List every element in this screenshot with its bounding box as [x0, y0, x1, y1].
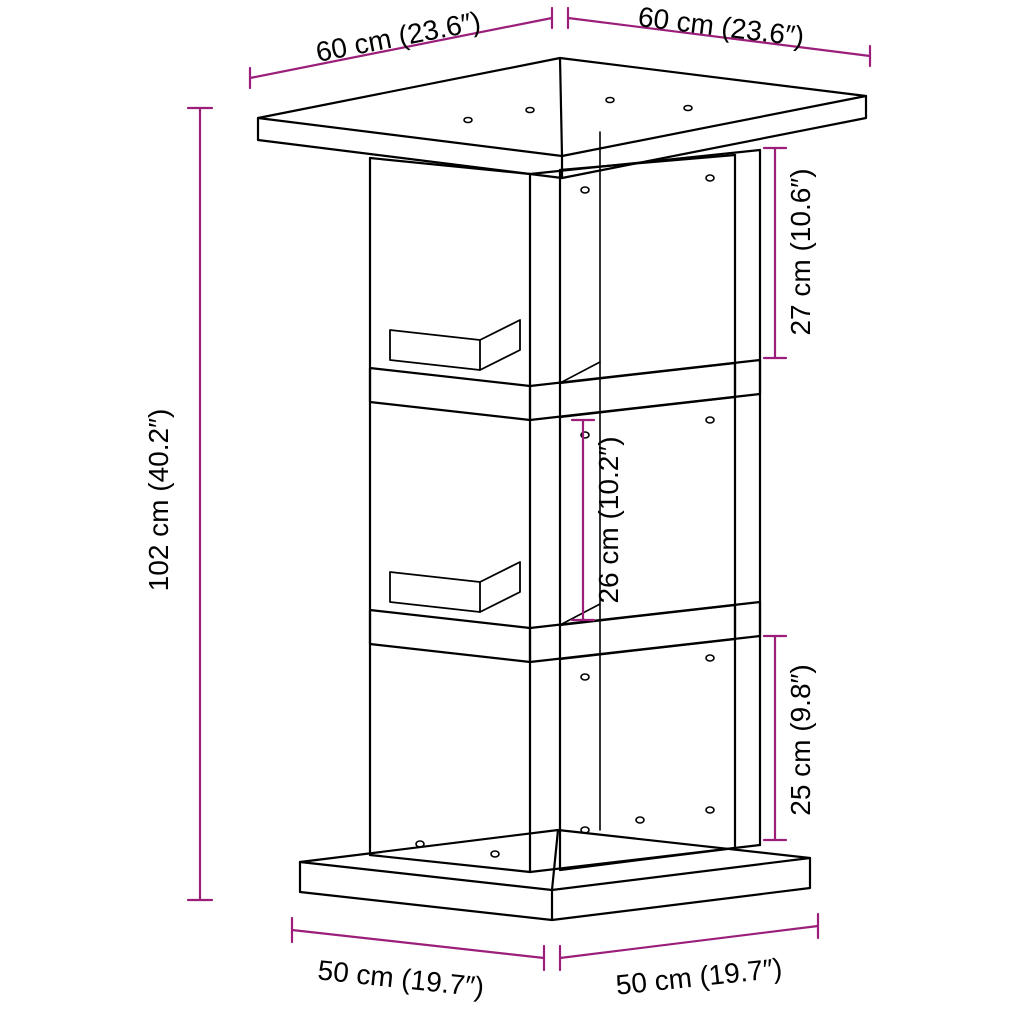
label-base-depth: 50 cm (19.7″) — [316, 954, 485, 1002]
label-top-width: 60 cm (23.6″) — [636, 1, 806, 52]
label-top-depth: 60 cm (23.6″) — [313, 6, 483, 68]
label-base-width: 50 cm (19.7″) — [614, 952, 783, 1000]
label-shelf-bot: 25 cm (9.8″) — [785, 664, 816, 816]
label-height: 102 cm (40.2″) — [143, 409, 174, 592]
dimension-diagram: 60 cm (23.6″) 60 cm (23.6″) 102 cm (40.2… — [0, 0, 1024, 1024]
label-shelf-top: 27 cm (10.6″) — [785, 168, 816, 335]
label-shelf-mid: 26 cm (10.2″) — [593, 436, 624, 603]
